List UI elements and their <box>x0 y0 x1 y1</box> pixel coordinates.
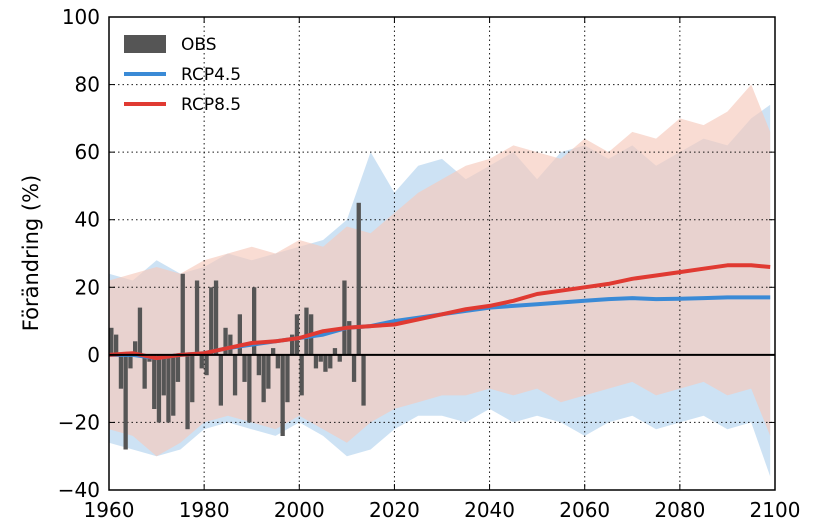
obs-bar-1991 <box>256 354 261 376</box>
obs-bar-1985 <box>228 334 233 355</box>
obs-bar-1998 <box>290 334 295 355</box>
obs-bar-1989 <box>247 354 252 423</box>
obs-bar-1999 <box>294 314 300 355</box>
plot-frame <box>108 16 776 491</box>
obs-bar-1962 <box>118 354 124 389</box>
grid-lines <box>109 17 775 490</box>
y-tick-label-60: 60 <box>75 140 100 164</box>
obs-bar-1990 <box>252 287 257 355</box>
obs-bar-2009 <box>342 280 347 355</box>
obs-bar-1963 <box>123 354 128 450</box>
obs-bar-1973 <box>171 354 176 416</box>
obs-bar-1979 <box>199 354 204 369</box>
x-tick-label-2080: 2080 <box>654 498 705 522</box>
obs-bar-1987 <box>237 314 242 355</box>
obs-bar-1995 <box>275 354 280 369</box>
obs-bar-1986 <box>232 354 238 396</box>
obs-bar-2007 <box>332 348 338 355</box>
legend-item-rcp45: RCP4.5 <box>124 65 241 85</box>
x-tick-label-1980: 1980 <box>179 498 230 522</box>
obs-bar-1969 <box>152 354 157 409</box>
obs-bar-2000 <box>299 354 304 396</box>
y-axis-title: Förändring (%) <box>19 175 43 331</box>
obs-bar-1982 <box>213 280 219 355</box>
x-tick-label-2040: 2040 <box>464 498 515 522</box>
legend-label: RCP8.5 <box>181 95 241 115</box>
y-tick-label-100: 100 <box>62 5 100 29</box>
obs-bar-1970 <box>156 354 162 423</box>
obs-bar-2011 <box>351 354 357 382</box>
obs-bar-1984 <box>223 327 228 355</box>
uncertainty-bands <box>109 84 771 477</box>
obs-bar-2010 <box>347 321 352 355</box>
y-axis-ticks: −40 −20 0 20 40 60 80 100 <box>58 5 775 502</box>
obs-bar-1992 <box>261 354 266 403</box>
obs-bar-1977 <box>190 354 195 403</box>
obs-bar-2005 <box>323 354 328 372</box>
obs-bar-1965 <box>133 341 138 355</box>
x-tick-label-2000: 2000 <box>274 498 325 522</box>
series-lines <box>108 263 771 361</box>
obs-bar-1978 <box>194 280 200 355</box>
obs-bar-1988 <box>242 354 247 382</box>
obs-bar-1993 <box>266 354 271 389</box>
obs-bar-2001 <box>304 307 309 355</box>
obs-bar-2004 <box>318 354 323 362</box>
obs-bar-2012 <box>356 202 361 355</box>
obs-bar-1961 <box>114 334 119 355</box>
y-tick-label-40: 40 <box>75 208 100 232</box>
obs-bar-1983 <box>218 354 223 406</box>
obs-bar-1971 <box>161 354 166 396</box>
legend: OBS RCP4.5 RCP8.5 <box>124 35 241 115</box>
obs-bar-1964 <box>128 354 133 369</box>
obs-bar-2013 <box>361 354 366 406</box>
legend-label: RCP4.5 <box>181 65 241 85</box>
y-tick-label-80: 80 <box>75 73 100 97</box>
legend-swatch-obs <box>124 35 166 53</box>
obs-bar-1976 <box>185 354 190 430</box>
legend-item-rcp85: RCP8.5 <box>124 95 241 115</box>
obs-bar-2003 <box>313 354 319 369</box>
obs-bar-1966 <box>137 307 143 355</box>
obs-bar-1974 <box>175 354 181 382</box>
obs-bar-2008 <box>337 354 342 362</box>
obs-bar-1967 <box>142 354 147 389</box>
obs-bars <box>109 202 366 450</box>
line-rcp85 <box>108 263 771 361</box>
obs-bar-1981 <box>209 287 214 355</box>
y-tick-label--40: −40 <box>58 478 100 502</box>
legend-label: OBS <box>181 35 217 55</box>
legend-item-obs: OBS <box>124 35 217 55</box>
y-tick-label-20: 20 <box>75 275 100 299</box>
obs-bar-1975 <box>180 273 185 355</box>
obs-bar-1994 <box>271 348 276 355</box>
x-axis-ticks: 1960 1980 2000 2020 2040 2060 2080 2100 <box>84 17 801 522</box>
x-tick-label-2060: 2060 <box>559 498 610 522</box>
obs-bar-1997 <box>285 354 290 403</box>
y-tick-label--20: −20 <box>58 410 100 434</box>
obs-bar-1972 <box>166 354 171 423</box>
obs-bar-1980 <box>204 354 209 376</box>
x-tick-label-2100: 2100 <box>750 498 801 522</box>
x-tick-label-1960: 1960 <box>84 498 135 522</box>
y-tick-label-0: 0 <box>87 343 100 367</box>
band-rcp85 <box>109 84 771 457</box>
obs-bar-1960 <box>109 327 114 355</box>
obs-bar-1996 <box>280 354 285 436</box>
obs-bar-2006 <box>328 354 333 369</box>
x-tick-label-2020: 2020 <box>369 498 420 522</box>
